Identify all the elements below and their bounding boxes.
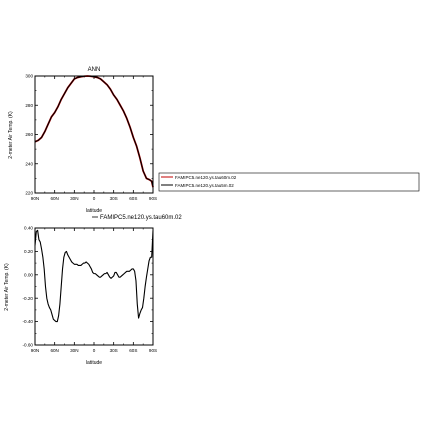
panel-2-xtick-label: 30N: [70, 348, 78, 353]
panel-1-ytick-label: 240: [25, 161, 33, 166]
panel-1-legend: FAMIPC5.ne120.ys.tau60m.02 FAMIPC5.ne120…: [158, 172, 420, 192]
panel-1-series-line-1: [34, 75, 154, 188]
panel-1-legend-box: [158, 172, 420, 192]
panel-1-ytick-label: 260: [25, 132, 33, 137]
panel-2-ytick-label: -0.40: [23, 319, 34, 324]
panel-2-xtick-label: 90S: [149, 348, 157, 353]
panel-1-title: ANN: [88, 67, 101, 73]
panel-2-axes-frame: [34, 227, 154, 346]
panel-2-xlabel: latitude: [86, 360, 102, 366]
panel-2-xtick-label: 0: [93, 348, 96, 353]
panel-2-ytick-label: 0.00: [24, 272, 33, 277]
panel-1-ylabel: 2-meter Air Temp. (K): [8, 111, 14, 159]
panel-2-legend: FAMIPC5.ne120.ys.tau60m.02: [92, 215, 182, 221]
panel-1-ytick-label: 220: [25, 191, 33, 196]
panel-2-xtick-label: 60S: [129, 348, 137, 353]
panel-1-axes-frame: [34, 75, 154, 194]
panel-1-xtick-label: 90S: [149, 196, 157, 201]
panel-1-xtick-label: 30N: [70, 196, 78, 201]
legend-2-label-series-1: FAMIPC5.ne120.ys.tau60m.02: [100, 215, 182, 221]
panel-1-ytick-label: 300: [25, 74, 33, 79]
panel-2-series-line-1: [34, 229, 154, 323]
panel-2-xtick-label: 90N: [31, 348, 39, 353]
panel-1-series-line-2: [34, 75, 154, 188]
panel-2-series-group: [34, 229, 154, 323]
panel-2-xtick-label: 60N: [50, 348, 58, 353]
panel-2-ytick-label: 0.20: [24, 249, 33, 254]
legend-1-label-series-2: FAMIPC5.ne120.ys.tau5m.02: [175, 183, 234, 188]
panel-2: 90N 60N 30N 0 30S 60S 90S -0.60 -0.40 -0.20 0.00 0.…: [4, 226, 157, 366]
panel-1-ytick-label: 280: [25, 103, 33, 108]
panel-2-ytick-label: -0.60: [23, 343, 34, 348]
panel-2-xtick-label: 30S: [110, 348, 118, 353]
panel-1-xtick-label: 30S: [110, 196, 118, 201]
panel-1-series-group: [34, 75, 154, 188]
panel-2-ylabel: 2-meter Air Temp. (K): [4, 263, 10, 311]
legend-1-label-series-1: FAMIPC5.ne120.ys.tau60m.02: [175, 175, 237, 180]
panel-1-xtick-label: 0: [93, 196, 96, 201]
panel-1: ANN 90N 60N 30N 0 30S 60S 90S 220 240 260 280 300 l…: [8, 67, 157, 214]
panel-2-ytick-label: -0.20: [23, 296, 34, 301]
panel-1-xtick-label: 60S: [129, 196, 137, 201]
panel-1-xtick-label: 90N: [31, 196, 39, 201]
panel-1-xlabel: latitude: [86, 208, 102, 214]
panel-1-ticks: 90N 60N 30N 0 30S 60S 90S 220 240 260 280 300: [25, 74, 157, 201]
panel-2-ticks: 90N 60N 30N 0 30S 60S 90S -0.60 -0.40 -0.20 0.00 0.…: [23, 226, 158, 353]
panel-1-xtick-label: 60N: [50, 196, 58, 201]
panel-2-ytick-label: 0.40: [24, 226, 33, 231]
